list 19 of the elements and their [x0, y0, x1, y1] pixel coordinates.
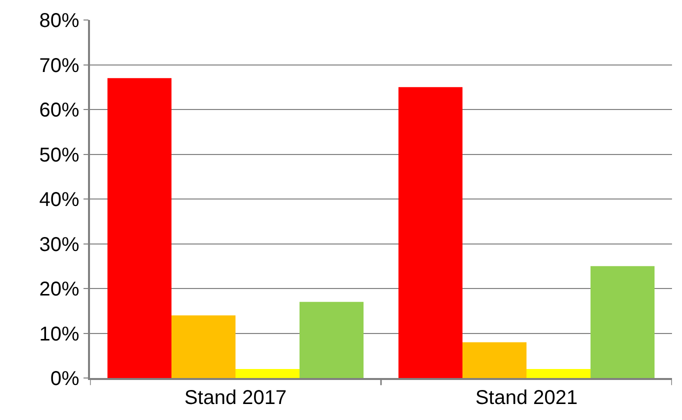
bar — [590, 266, 655, 378]
bar — [300, 302, 364, 378]
y-tick-label: 70% — [39, 54, 80, 77]
bar — [398, 87, 462, 378]
bar — [526, 369, 591, 378]
x-tick-label: Stand 2017 — [184, 386, 287, 409]
y-tick-label: 80% — [39, 10, 80, 32]
x-tick-label: Stand 2021 — [475, 386, 578, 409]
bar — [236, 369, 300, 378]
y-tick-label: 60% — [39, 100, 80, 122]
bar — [107, 78, 172, 378]
y-tick-label: 30% — [39, 234, 80, 256]
y-tick-label: 50% — [39, 144, 80, 166]
y-tick-label: 10% — [39, 323, 80, 346]
bar — [462, 342, 526, 378]
y-tick-label: 0% — [50, 368, 80, 390]
y-tick-label: 20% — [39, 278, 80, 300]
bar — [171, 315, 236, 378]
y-tick-label: 40% — [39, 189, 80, 211]
